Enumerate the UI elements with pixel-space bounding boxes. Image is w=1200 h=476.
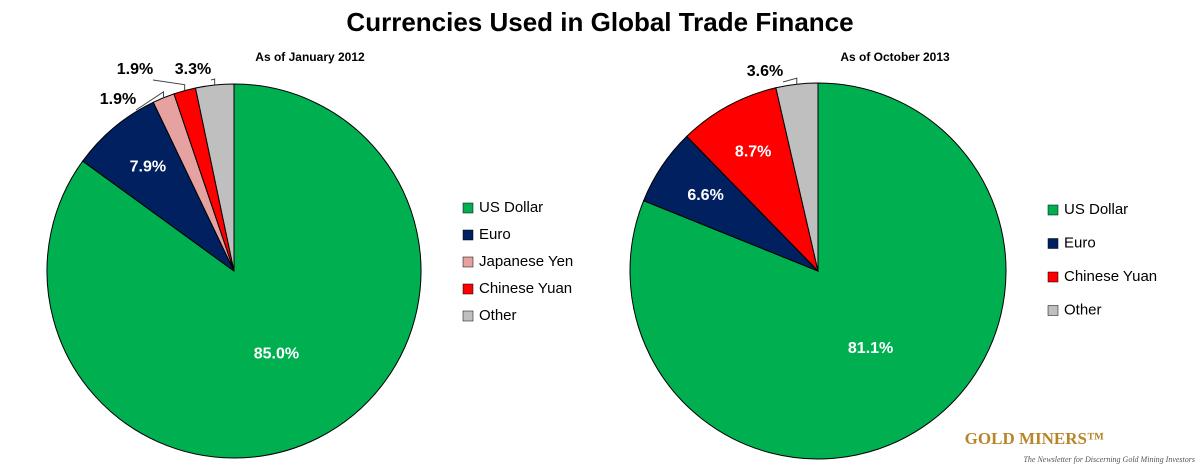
legend-swatch bbox=[462, 202, 474, 214]
data-label: 1.9% bbox=[100, 91, 136, 108]
data-label: 8.7% bbox=[735, 143, 771, 160]
legend-swatch bbox=[462, 229, 474, 241]
data-label: 7.9% bbox=[130, 159, 166, 176]
logo-name: GOLD MINERS™ bbox=[965, 429, 1104, 448]
leader-line bbox=[210, 78, 216, 86]
legend-swatch bbox=[1047, 238, 1059, 249]
legend-label: US Dollar bbox=[1064, 201, 1128, 218]
legend-label: Chinese Yuan bbox=[1064, 268, 1157, 285]
legend-label: Other bbox=[1064, 301, 1102, 318]
legend-label: US Dollar bbox=[479, 199, 543, 216]
legend-label: Euro bbox=[1064, 234, 1096, 251]
legend-label: Japanese Yen bbox=[479, 253, 573, 270]
data-label: 6.6% bbox=[687, 187, 723, 204]
data-label: 3.3% bbox=[175, 61, 211, 78]
logo-tagline: The Newsletter for Discerning Gold Minin… bbox=[1023, 455, 1195, 464]
data-label: 3.6% bbox=[747, 63, 783, 80]
leader-line bbox=[152, 79, 186, 91]
legend-label: Euro bbox=[479, 226, 511, 243]
legend-swatch bbox=[462, 310, 474, 322]
data-label: 81.1% bbox=[848, 340, 893, 357]
legend-swatch bbox=[1047, 271, 1059, 283]
pie-slice bbox=[194, 83, 235, 272]
leader-line bbox=[782, 77, 798, 85]
legend-swatch bbox=[462, 283, 474, 295]
pie-slice bbox=[686, 87, 819, 273]
chart-title: Currencies Used in Global Trade Finance bbox=[346, 7, 853, 37]
data-label: 1.9% bbox=[117, 61, 153, 78]
legend-swatch bbox=[1047, 305, 1059, 316]
legend-swatch bbox=[462, 256, 474, 268]
legend-label: Chinese Yuan bbox=[479, 280, 572, 297]
data-label: 85.0% bbox=[254, 346, 299, 363]
legend-swatch bbox=[1047, 204, 1059, 216]
chart-subtitle: As of January 2012 bbox=[255, 50, 365, 64]
legend-label: Other bbox=[479, 307, 517, 324]
leader-line bbox=[135, 90, 165, 111]
chart-subtitle: As of October 2013 bbox=[840, 50, 950, 64]
pie-slice bbox=[82, 101, 235, 272]
